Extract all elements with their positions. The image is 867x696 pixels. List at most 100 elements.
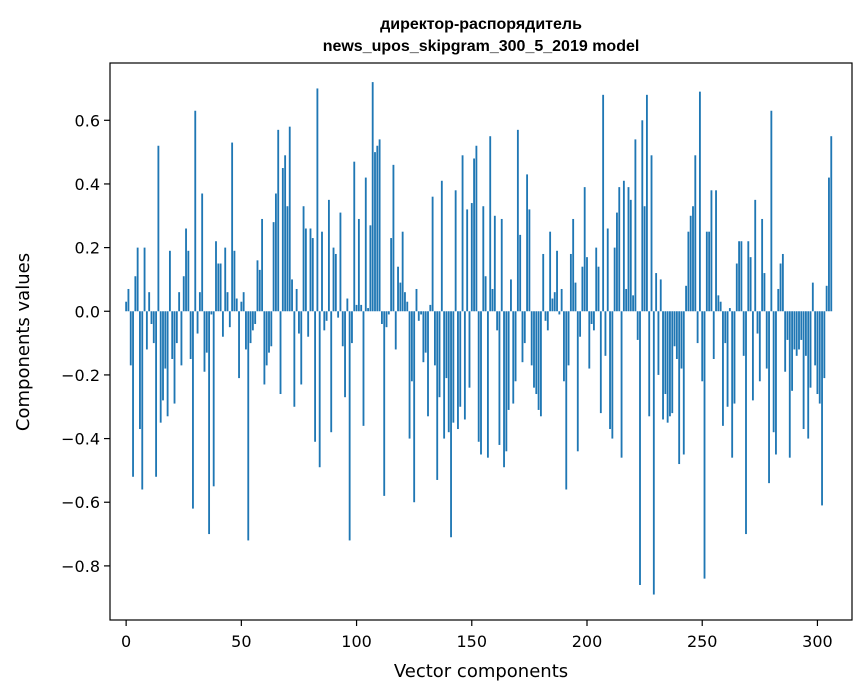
bar-209 bbox=[606, 228, 609, 312]
bar-150 bbox=[470, 203, 473, 312]
bar-30 bbox=[194, 110, 197, 312]
bar-200 bbox=[586, 257, 588, 312]
bar-104 bbox=[364, 177, 367, 312]
bar-300 bbox=[816, 311, 819, 395]
bar-6 bbox=[139, 311, 141, 430]
bar-39 bbox=[215, 241, 217, 312]
bar-284 bbox=[779, 263, 782, 312]
bar-290 bbox=[793, 311, 796, 350]
y-axis-ticks: −0.8 −0.6 −0.4 −0.2 0.0 0.2 0.4 0.6 bbox=[61, 111, 110, 576]
bar-223 bbox=[639, 311, 641, 585]
bar-149 bbox=[468, 311, 471, 388]
bar-91 bbox=[334, 253, 337, 312]
bar-114 bbox=[387, 311, 390, 315]
bar-276 bbox=[761, 218, 764, 312]
bar-26 bbox=[185, 228, 187, 312]
bar-64 bbox=[272, 222, 275, 312]
bar-85 bbox=[321, 231, 323, 312]
bar-14 bbox=[157, 145, 160, 312]
bar-31 bbox=[196, 311, 199, 334]
bar-166 bbox=[507, 311, 510, 410]
bar-183 bbox=[546, 311, 549, 331]
bar-47 bbox=[233, 250, 236, 312]
bar-99 bbox=[353, 161, 356, 312]
bar-65 bbox=[274, 193, 277, 312]
bar-248 bbox=[696, 311, 699, 344]
bar-229 bbox=[652, 311, 655, 595]
bar-280 bbox=[770, 110, 773, 312]
bar-5 bbox=[136, 247, 139, 312]
bar-127 bbox=[417, 311, 420, 321]
x-axis-label: Vector components bbox=[394, 661, 568, 682]
bar-57 bbox=[256, 260, 259, 312]
bar-159 bbox=[491, 288, 494, 312]
bar-216 bbox=[622, 180, 625, 312]
bar-218 bbox=[627, 187, 630, 312]
bar-252 bbox=[705, 231, 708, 312]
bar-295 bbox=[804, 311, 807, 356]
bar-160 bbox=[493, 215, 496, 312]
bar-198 bbox=[581, 266, 584, 312]
bar-161 bbox=[496, 311, 499, 331]
bar-186 bbox=[553, 292, 556, 312]
bar-214 bbox=[618, 187, 621, 312]
bar-147 bbox=[463, 311, 466, 420]
bar-69 bbox=[284, 155, 287, 312]
bar-192 bbox=[567, 311, 570, 366]
y-tick-label-3: −0.2 bbox=[61, 366, 100, 385]
bar-40 bbox=[217, 263, 220, 312]
bar-294 bbox=[802, 311, 805, 430]
bar-143 bbox=[454, 190, 457, 312]
bar-0 bbox=[125, 301, 128, 312]
bar-15 bbox=[159, 311, 162, 423]
bar-28 bbox=[189, 311, 192, 359]
bar-258 bbox=[719, 301, 722, 312]
bar-105 bbox=[367, 308, 370, 312]
bar-151 bbox=[473, 158, 476, 312]
bar-110 bbox=[378, 139, 381, 312]
bar-20 bbox=[171, 311, 174, 359]
bar-142 bbox=[452, 311, 455, 423]
bar-50 bbox=[240, 301, 243, 312]
bar-163 bbox=[500, 218, 503, 312]
bar-174 bbox=[526, 174, 529, 312]
bar-225 bbox=[643, 206, 646, 312]
bar-2 bbox=[129, 311, 132, 366]
y-tick-label-7: 0.6 bbox=[75, 111, 100, 130]
bar-138 bbox=[443, 311, 446, 439]
bar-173 bbox=[523, 311, 526, 344]
bar-278 bbox=[765, 311, 768, 369]
bar-306 bbox=[830, 136, 833, 312]
bar-100 bbox=[355, 304, 358, 312]
bar-260 bbox=[724, 311, 727, 344]
bar-139 bbox=[445, 311, 448, 379]
bar-94 bbox=[341, 311, 344, 347]
bar-182 bbox=[544, 311, 547, 321]
bar-177 bbox=[533, 311, 535, 388]
bar-296 bbox=[807, 311, 810, 439]
bar-235 bbox=[666, 311, 669, 423]
bar-267 bbox=[740, 241, 743, 312]
bar-231 bbox=[657, 311, 660, 375]
bar-277 bbox=[763, 273, 766, 312]
bar-241 bbox=[680, 311, 683, 369]
bar-155 bbox=[482, 206, 485, 312]
bar-305 bbox=[828, 177, 830, 312]
bar-125 bbox=[413, 311, 416, 503]
x-axis-ticks: 0 50 100 150 200 250 300 bbox=[121, 620, 833, 651]
bar-219 bbox=[629, 199, 632, 312]
bar-232 bbox=[659, 279, 662, 312]
bar-33 bbox=[201, 193, 204, 312]
bar-71 bbox=[288, 126, 291, 312]
bar-141 bbox=[450, 311, 452, 538]
bar-154 bbox=[480, 311, 482, 455]
bar-243 bbox=[685, 285, 688, 312]
bar-181 bbox=[542, 253, 545, 312]
bar-61 bbox=[265, 311, 268, 366]
bar-128 bbox=[420, 311, 423, 315]
bar-140 bbox=[447, 311, 450, 433]
bar-272 bbox=[751, 311, 754, 401]
bar-66 bbox=[277, 129, 280, 312]
bar-21 bbox=[173, 311, 176, 404]
